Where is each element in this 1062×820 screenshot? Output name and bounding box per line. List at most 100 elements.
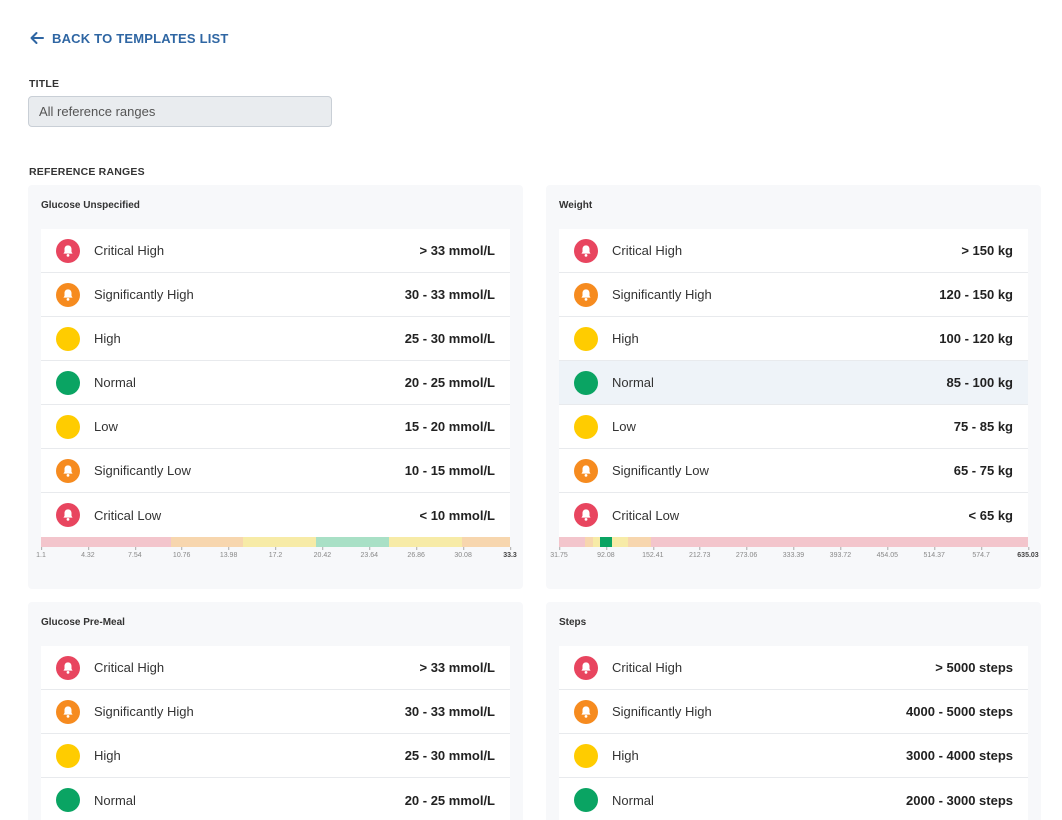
range-scale-tick: 92.08 [597, 547, 615, 559]
range-scale-tick: 33.3 [503, 547, 517, 559]
status-dot-icon [56, 414, 80, 439]
status-dot-icon [56, 370, 80, 395]
range-label: Normal [94, 792, 136, 808]
range-row[interactable]: Normal 20 - 25 mmol/L [41, 361, 510, 405]
range-value: 30 - 33 mmol/L [404, 704, 495, 719]
card-title: Weight [559, 200, 593, 211]
range-value: 20 - 25 mmol/L [404, 792, 495, 808]
range-scale-segment [584, 537, 593, 547]
range-label: Significantly Low [94, 463, 191, 478]
range-row[interactable]: Normal 20 - 25 mmol/L [41, 778, 510, 820]
range-scale-tick: 273.06 [736, 547, 757, 559]
range-scale-segment [389, 537, 462, 547]
range-scale-segment [612, 537, 628, 547]
alert-bell-icon [574, 503, 598, 527]
range-row[interactable]: High 25 - 30 mmol/L [41, 317, 510, 361]
title-input[interactable] [28, 96, 332, 127]
range-row[interactable]: Low 15 - 20 mmol/L [41, 405, 510, 449]
range-scale-tick: 393.72 [830, 547, 851, 559]
range-row[interactable]: Critical Low < 10 mmol/L [41, 493, 510, 537]
range-value: 2000 - 3000 steps [906, 792, 1013, 808]
range-value: > 150 kg [961, 243, 1013, 258]
range-list: Critical High > 33 mmol/L Significantly Hi… [41, 646, 510, 820]
range-value: 85 - 100 kg [946, 375, 1014, 390]
range-row[interactable]: Significantly High 30 - 33 mmol/L [41, 273, 510, 317]
alert-bell-icon [56, 238, 80, 263]
range-row[interactable]: Critical High > 33 mmol/L [41, 229, 510, 273]
range-value: 20 - 25 mmol/L [404, 375, 495, 390]
range-value: > 5000 steps [935, 660, 1013, 675]
range-label: Significantly High [94, 704, 194, 719]
range-scale-bar [559, 537, 1028, 547]
range-label: Significantly High [612, 704, 712, 719]
back-to-templates-link[interactable]: BACK TO TEMPLATES LIST [29, 30, 229, 46]
status-dot-icon [56, 788, 80, 812]
range-row[interactable]: Significantly High 4000 - 5000 steps [559, 690, 1028, 734]
range-row[interactable]: Critical High > 150 kg [559, 229, 1028, 273]
range-value: 100 - 120 kg [939, 331, 1013, 346]
range-scale-tick: 7.54 [128, 547, 142, 559]
range-row[interactable]: Critical Low < 65 kg [559, 493, 1028, 537]
range-value: 30 - 33 mmol/L [404, 287, 495, 302]
range-row[interactable]: Significantly High 120 - 150 kg [559, 273, 1028, 317]
range-row[interactable]: Significantly Low 65 - 75 kg [559, 449, 1028, 493]
range-value: 15 - 20 mmol/L [404, 419, 495, 434]
status-dot-icon [574, 743, 598, 768]
reference-range-card: Glucose Unspecified Critical High > 33 mmo… [28, 185, 523, 589]
range-scale-segment [627, 537, 651, 547]
range-row[interactable]: High 100 - 120 kg [559, 317, 1028, 361]
range-scale-tick: 23.64 [361, 547, 378, 559]
status-dot-icon [574, 414, 598, 439]
reference-ranges-label: REFERENCE RANGES [29, 166, 145, 178]
range-scale-tick: 30.08 [454, 547, 472, 559]
status-dot-icon [56, 326, 80, 351]
range-list: Critical High > 33 mmol/L Significantly Hi… [41, 229, 510, 537]
card-title: Steps [559, 617, 587, 628]
range-scale-segment [41, 537, 171, 547]
range-value: 120 - 150 kg [939, 287, 1013, 302]
range-value: 65 - 75 kg [953, 463, 1013, 478]
range-row[interactable]: Critical High > 5000 steps [559, 646, 1028, 690]
range-label: Low [612, 419, 636, 434]
range-label: High [94, 748, 121, 763]
range-label: Normal [94, 375, 136, 390]
range-label: Normal [612, 792, 654, 808]
range-row[interactable]: High 25 - 30 mmol/L [41, 734, 510, 778]
range-scale-segment [170, 537, 244, 547]
range-scale-tick: 10.76 [173, 547, 190, 559]
range-scale-tick: 635.03 [1017, 547, 1039, 559]
status-dot-icon [574, 326, 598, 351]
range-label: High [612, 331, 639, 346]
range-scale-tick: 17.2 [269, 547, 282, 559]
range-label: Critical High [94, 243, 165, 258]
range-scale-tick: 212.73 [689, 547, 710, 559]
range-label: High [94, 331, 121, 346]
range-label: Critical High [612, 660, 683, 675]
range-value: 4000 - 5000 steps [906, 704, 1013, 719]
range-row[interactable]: High 3000 - 4000 steps [559, 734, 1028, 778]
range-row[interactable]: Significantly High 30 - 33 mmol/L [41, 690, 510, 734]
card-title: Glucose Pre-Meal [41, 617, 125, 628]
range-label: Significantly Low [612, 463, 709, 478]
range-scale-tick: 26.86 [407, 547, 425, 559]
range-scale-tick: 514.37 [923, 547, 945, 559]
range-value: > 33 mmol/L [419, 243, 496, 258]
range-row[interactable]: Normal 2000 - 3000 steps [559, 778, 1028, 820]
range-list: Critical High > 5000 steps Significantly H… [559, 646, 1028, 820]
range-scale-tick: 333.39 [783, 547, 804, 559]
alert-bell-icon [574, 655, 598, 680]
range-label: Critical Low [612, 507, 680, 523]
range-row[interactable]: Significantly Low 10 - 15 mmol/L [41, 449, 510, 493]
range-row[interactable]: Normal 85 - 100 kg [559, 361, 1028, 405]
range-scale-segment [559, 537, 585, 547]
range-value: < 65 kg [968, 507, 1013, 523]
range-scale-tick: 31.75 [550, 547, 568, 559]
range-row[interactable]: Low 75 - 85 kg [559, 405, 1028, 449]
range-label: Critical Low [94, 507, 162, 523]
range-value: 25 - 30 mmol/L [404, 748, 495, 763]
reference-range-card: Weight Critical High > 150 kg Significantly… [546, 185, 1041, 589]
status-dot-icon [56, 743, 80, 768]
range-value: > 33 mmol/L [419, 660, 496, 675]
range-row[interactable]: Critical High > 33 mmol/L [41, 646, 510, 690]
range-scale-segment [461, 537, 510, 547]
